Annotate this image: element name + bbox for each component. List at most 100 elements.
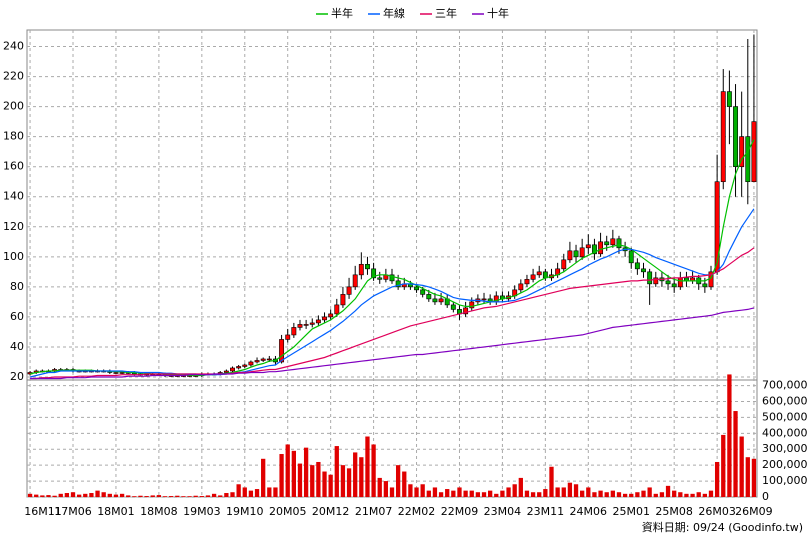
y2-tick-label: 100,000 bbox=[762, 474, 808, 487]
volume-bar bbox=[150, 495, 155, 497]
x-tick-label: 18M08 bbox=[140, 505, 178, 518]
candle-body bbox=[450, 304, 456, 310]
y2-tick-label: 200,000 bbox=[762, 458, 808, 471]
candle-body bbox=[585, 244, 591, 249]
volume-bar bbox=[708, 490, 714, 497]
volume-bar bbox=[95, 490, 100, 497]
volume-bar bbox=[34, 494, 39, 497]
candle-body bbox=[653, 277, 659, 285]
source-note: 資料日期: 09/24 (Goodinfo.tw) bbox=[642, 520, 803, 534]
volume-bar bbox=[512, 484, 517, 497]
volume-bar bbox=[438, 492, 444, 497]
candle-body bbox=[702, 283, 708, 288]
plot-frame bbox=[26, 29, 758, 498]
volume-bar bbox=[555, 487, 560, 497]
volume-bar bbox=[549, 466, 554, 497]
candle-body bbox=[426, 294, 432, 300]
legend-label: 年線 bbox=[383, 6, 405, 20]
volume-bar bbox=[567, 482, 573, 497]
volume-bar bbox=[665, 485, 671, 497]
candle-body bbox=[720, 91, 726, 183]
legend-label: 半年 bbox=[331, 6, 353, 20]
volume-bar bbox=[727, 374, 732, 497]
x-tick-label: 25M08 bbox=[655, 505, 693, 518]
volume-bar bbox=[469, 490, 474, 497]
volume-bar bbox=[340, 465, 346, 497]
volume-bar bbox=[328, 474, 333, 497]
volume-bar bbox=[193, 495, 198, 497]
candle-body bbox=[254, 360, 260, 363]
y2-tick-label: 0 bbox=[762, 490, 769, 503]
volume-bar bbox=[684, 493, 689, 497]
x-tick-label: 16M11 bbox=[24, 505, 62, 518]
y2-tick-label: 600,000 bbox=[762, 394, 808, 407]
y-tick-label: 240 bbox=[3, 40, 24, 53]
candle-body bbox=[334, 304, 340, 315]
y-tick-label: 120 bbox=[3, 220, 24, 233]
volume-bar bbox=[745, 457, 750, 497]
volume-bar bbox=[488, 490, 493, 497]
candle-body bbox=[315, 319, 321, 324]
volume-bar bbox=[690, 493, 695, 497]
candle-body bbox=[598, 241, 604, 255]
volume-bar bbox=[610, 490, 615, 497]
candle-body bbox=[714, 181, 720, 273]
volume-bar bbox=[457, 487, 462, 497]
candle-body bbox=[432, 298, 438, 303]
candle-body bbox=[751, 121, 757, 183]
volume-bar bbox=[592, 492, 597, 497]
y-tick-label: 220 bbox=[3, 70, 24, 83]
candle-body bbox=[733, 106, 738, 167]
candle-body bbox=[352, 274, 358, 288]
volume-bar bbox=[561, 487, 566, 497]
volume-bar bbox=[27, 493, 33, 497]
volume-bar bbox=[580, 490, 585, 497]
candle-body bbox=[309, 322, 315, 325]
candle-body bbox=[113, 372, 119, 374]
volume-bar bbox=[751, 458, 757, 497]
volume-bar bbox=[420, 484, 425, 497]
candle-body bbox=[610, 238, 616, 246]
x-tick-label: 23M11 bbox=[527, 505, 565, 518]
legend-label: 十年 bbox=[487, 6, 509, 20]
volume-bar bbox=[279, 454, 284, 497]
volume-bar bbox=[297, 463, 303, 497]
volume-bar bbox=[58, 493, 63, 497]
volume-bar bbox=[353, 452, 358, 497]
x-tick-label: 25M01 bbox=[612, 505, 650, 518]
y2-tick-label: 300,000 bbox=[762, 442, 808, 455]
volume-bar bbox=[40, 495, 45, 497]
volume-bar bbox=[261, 458, 266, 497]
volume-bar bbox=[169, 496, 174, 497]
candle-body bbox=[745, 136, 751, 183]
candle-body bbox=[248, 361, 254, 366]
volume-bar bbox=[346, 468, 352, 497]
volume-bar bbox=[739, 436, 744, 497]
x-tick-label: 20M12 bbox=[312, 505, 350, 518]
volume-bar bbox=[408, 484, 413, 497]
x-tick-label: 26M03 bbox=[698, 505, 736, 518]
volume-bar bbox=[359, 457, 364, 497]
candle-body bbox=[322, 316, 327, 321]
volume-bar bbox=[365, 436, 370, 497]
candle-body bbox=[119, 372, 125, 374]
x-tick-label: 22M09 bbox=[441, 505, 479, 518]
volume-bar bbox=[463, 490, 468, 497]
volume-bar bbox=[89, 493, 94, 497]
volume-bar bbox=[273, 487, 278, 497]
volume-bar bbox=[635, 492, 640, 497]
volume-bar bbox=[659, 492, 665, 497]
volume-bar bbox=[629, 493, 634, 497]
volume-bar bbox=[267, 487, 272, 497]
volume-bar bbox=[647, 487, 652, 497]
volume-bar bbox=[199, 496, 204, 497]
volume-bar bbox=[714, 461, 720, 497]
y-tick-label: 60 bbox=[10, 310, 24, 323]
candle-body bbox=[297, 324, 303, 328]
candle-body bbox=[634, 262, 640, 270]
volume-bar bbox=[402, 471, 407, 497]
candle-body bbox=[395, 280, 401, 288]
y-tick-label: 200 bbox=[3, 100, 24, 113]
volume-bar bbox=[475, 492, 481, 497]
